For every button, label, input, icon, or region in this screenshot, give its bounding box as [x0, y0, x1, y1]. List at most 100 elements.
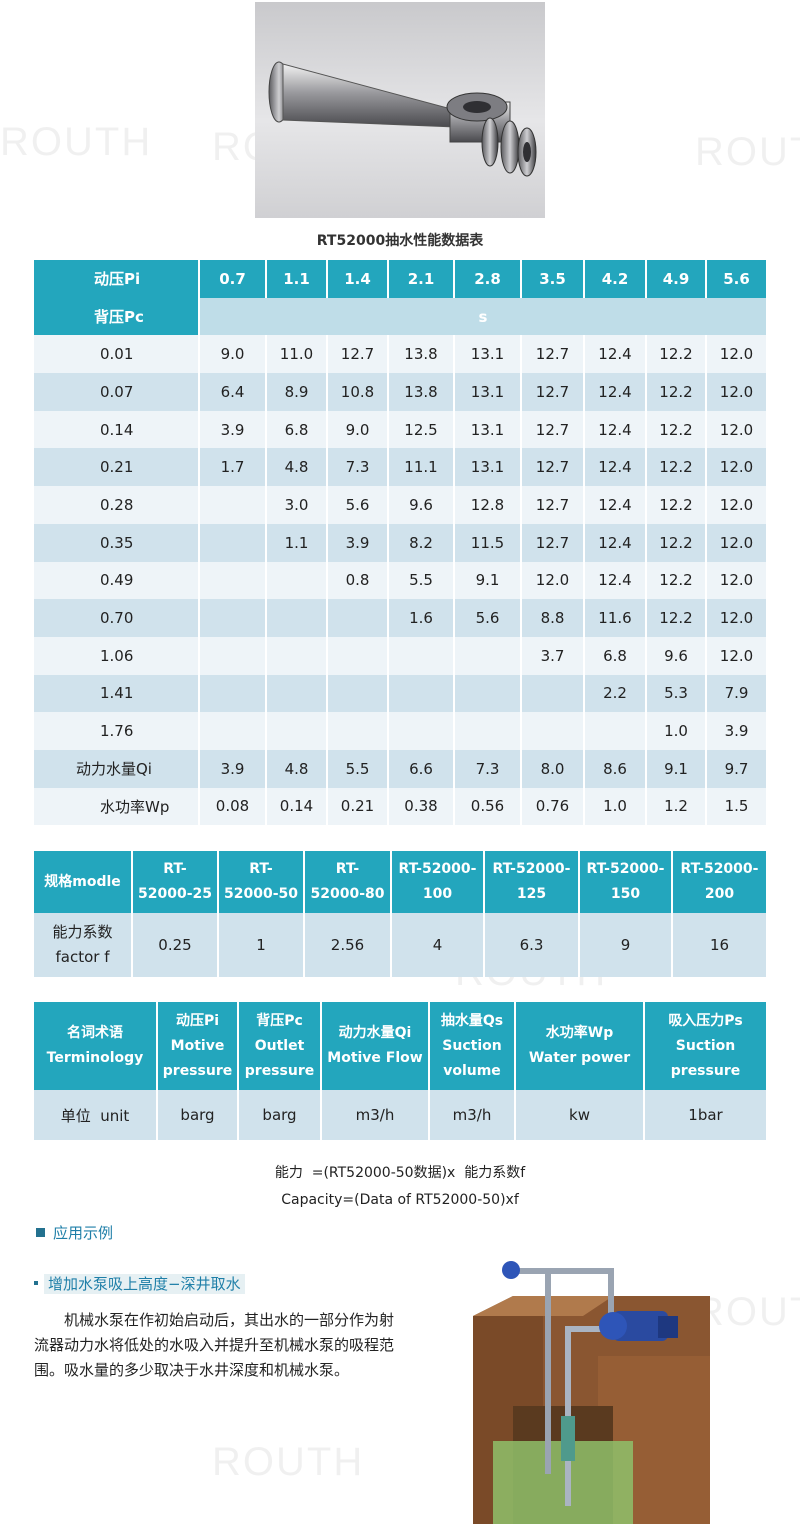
term-header: 名词术语 Terminology	[34, 1002, 158, 1090]
suction-time-cell: 12.7	[521, 486, 585, 524]
unit-value: 1bar	[644, 1090, 768, 1140]
suction-time-cell: 12.7	[521, 410, 585, 449]
suction-time-cell: 1.0	[646, 712, 707, 750]
suction-time-cell: 7.9	[706, 674, 768, 713]
suction-time-cell: 12.0	[706, 410, 768, 449]
suction-time-cell: 12.4	[584, 486, 647, 524]
suction-time-cell: 1.2	[646, 787, 707, 826]
suction-time-cell	[521, 674, 585, 713]
suction-time-cell: 12.7	[521, 373, 585, 411]
suction-time-cell: 3.7	[521, 636, 585, 675]
unit-value: m3/h	[429, 1090, 516, 1140]
pc-value: 0.28	[34, 486, 200, 524]
unit-label: 单位 unit	[34, 1090, 158, 1140]
suction-time-cell: 12.7	[521, 523, 585, 562]
suction-time-cell: 12.2	[646, 410, 707, 449]
pc-value: 0.01	[34, 335, 200, 374]
term-header: 动力水量Qi Motive Flow	[321, 1002, 430, 1090]
suction-time-cell: 12.2	[646, 561, 707, 600]
pi-header-label: 动压Pi	[34, 260, 200, 298]
suction-time-cell: 12.0	[706, 448, 768, 487]
pi-value: 4.2	[584, 260, 647, 298]
suction-time-cell: 12.4	[584, 373, 647, 411]
subsection-heading: 增加水泵吸上高度−深井取水	[34, 1273, 245, 1294]
table-row: 0.21 1.7 4.8 7.3 11.1 13.1 12.7 12.4 12.2 12.0	[34, 448, 768, 487]
table-row: 0.07 6.4 8.9 10.8 13.8 13.1 12.7 12.4 12.2 12.0	[34, 373, 768, 411]
suction-time-cell: 12.4	[584, 561, 647, 600]
pi-value: 1.1	[266, 260, 328, 298]
suction-time-cell: 12.4	[584, 523, 647, 562]
table-row: 0.49 0.8 5.5 9.1 12.0 12.4 12.2 12.0	[34, 561, 768, 600]
suction-time-cell: 0.76	[521, 787, 585, 826]
suction-time-cell: 13.1	[454, 410, 522, 449]
model-name: RT-52000- 125	[484, 851, 580, 913]
suction-time-cell	[454, 636, 522, 675]
suction-time-cell: 7.3	[454, 749, 522, 788]
suction-time-cell	[521, 712, 585, 750]
pc-value: 0.07	[34, 373, 200, 411]
pc-header-row: 背压Pc s	[34, 297, 768, 336]
suction-time-cell: 12.2	[646, 335, 707, 374]
term-header: 动压Pi Motive pressure	[157, 1002, 239, 1090]
suction-time-cell: 3.9	[327, 523, 389, 562]
suction-time-cell: 0.38	[388, 787, 455, 826]
suction-time-cell: 12.7	[521, 448, 585, 487]
unit-value: m3/h	[321, 1090, 430, 1140]
suction-time-cell: 12.7	[521, 335, 585, 374]
suction-time-cell: 11.6	[584, 599, 647, 637]
suction-time-cell: 12.5	[388, 410, 455, 449]
table-row: 1.06 3.7 6.8 9.6 12.0	[34, 636, 768, 675]
model-factor-table: 规格modle RT- 52000-25 RT- 52000-50 RT- 52000…	[34, 851, 768, 977]
model-name: RT-52000- 200	[672, 851, 768, 913]
table-row: 0.01 9.0 11.0 12.7 13.8 13.1 12.7 12.4 12.2 12.0	[34, 335, 768, 374]
factor-label: 能力系数 factor f	[34, 913, 133, 977]
suction-time-cell: 12.0	[706, 599, 768, 637]
term-header: 背压Pc Outlet pressure	[238, 1002, 322, 1090]
deep-well-pump-illustration	[453, 1256, 710, 1524]
suction-time-cell: 1.7	[199, 448, 267, 487]
factor-value: 2.56	[304, 913, 392, 977]
square-bullet-icon	[36, 1228, 45, 1237]
suction-time-cell	[454, 674, 522, 713]
suction-time-cell: 6.6	[388, 749, 455, 788]
factor-value: 9	[579, 913, 673, 977]
suction-time-cell	[454, 712, 522, 750]
suction-time-cell: 3.9	[199, 410, 267, 449]
table-row: 动力水量Qi 3.9 4.8 5.5 6.6 7.3 8.0 8.6 9.1 9.7	[34, 749, 768, 788]
model-name: RT- 52000-25	[132, 851, 219, 913]
suction-time-cell: 12.2	[646, 486, 707, 524]
suction-time-cell: 4.8	[266, 749, 328, 788]
pi-value: 3.5	[521, 260, 585, 298]
section-title: 应用示例	[53, 1224, 114, 1242]
suction-time-cell: 0.21	[327, 787, 389, 826]
pc-value: 水功率Wp	[34, 787, 200, 826]
suction-time-cell: 8.9	[266, 373, 328, 411]
model-name: RT-52000- 150	[579, 851, 673, 913]
suction-time-cell: 8.8	[521, 599, 585, 637]
formula-english: Capacity=(Data of RT52000-50)xf	[281, 1192, 519, 1208]
suction-time-cell: 6.4	[199, 373, 267, 411]
suction-time-cell: 13.1	[454, 335, 522, 374]
suction-time-cell: 5.6	[454, 599, 522, 637]
table-row: 1.76 1.0 3.9	[34, 712, 768, 750]
suction-time-cell: 13.8	[388, 373, 455, 411]
suction-time-cell: 1.1	[266, 523, 328, 562]
application-paragraph: 机械水泵在作初始启动后，其出水的一部分作为射流器动力水将低处的水吸入并提升至机械…	[34, 1311, 395, 1379]
suction-time-cell: 9.7	[706, 749, 768, 788]
pc-value: 1.06	[34, 636, 200, 675]
factor-value: 16	[672, 913, 768, 977]
factor-value: 6.3	[484, 913, 580, 977]
suction-time-cell	[327, 674, 389, 713]
suction-time-cell	[266, 599, 328, 637]
unit-row: 单位 unit barg barg m3/h m3/h kw 1bar	[34, 1090, 768, 1140]
table-row: 1.41 2.2 5.3 7.9	[34, 674, 768, 713]
suction-time-cell: 12.0	[706, 373, 768, 411]
suction-time-cell: 12.4	[584, 410, 647, 449]
bullet-icon	[34, 1281, 38, 1285]
suction-time-cell: 12.4	[584, 335, 647, 374]
suction-time-cell: 9.6	[646, 636, 707, 675]
suction-time-cell: 6.8	[266, 410, 328, 449]
suction-time-cell: 3.9	[199, 749, 267, 788]
pi-value: 0.7	[199, 260, 267, 298]
pc-value: 0.21	[34, 448, 200, 487]
